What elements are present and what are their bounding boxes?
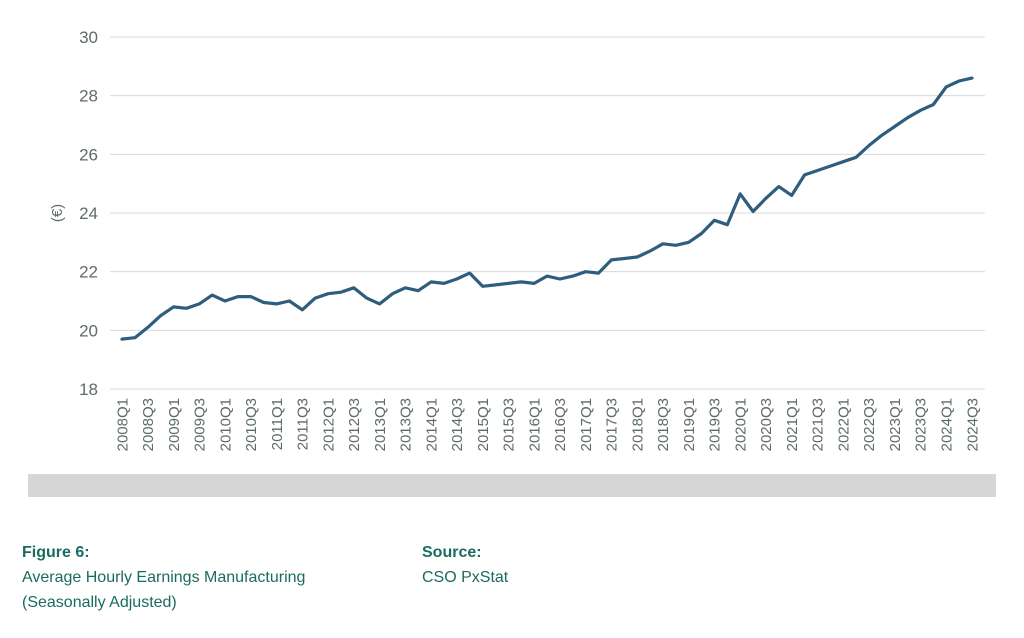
x-tick-label: 2020Q3 [758,398,775,451]
x-tick-label: 2014Q1 [423,398,440,451]
figure-title-line2: (Seasonally Adjusted) [22,594,177,611]
x-tick-label: 2021Q1 [784,398,801,451]
x-tick-label: 2024Q3 [964,398,981,451]
y-axis-title: (€) [49,204,66,222]
x-tick-label: 2011Q1 [269,398,286,450]
x-tick-label: 2008Q1 [114,398,131,451]
x-tick-label: 2023Q3 [913,398,930,451]
x-tick-label: 2008Q3 [140,398,157,451]
y-tick-label: 24 [79,204,98,223]
x-tick-label: 2012Q3 [346,398,363,451]
x-tick-label: 2012Q1 [320,398,337,451]
x-tick-label: 2011Q3 [295,398,312,450]
x-tick-label: 2013Q3 [398,398,415,451]
x-tick-label: 2013Q1 [372,398,389,451]
x-tick-label: 2017Q3 [604,398,621,451]
x-tick-label: 2018Q1 [629,398,646,451]
y-tick-label: 20 [79,321,98,340]
x-tick-label: 2019Q3 [707,398,724,451]
source-label: Source: [422,544,482,561]
x-tick-label: 2017Q1 [578,398,595,451]
y-tick-label: 18 [79,380,98,399]
earnings-line-chart: 30 28 26 24 22 20 18 (€) 2008Q1 2008Q3 2009Q1 2009Q… [28,28,996,497]
x-tick-label: 2022Q1 [835,398,852,451]
x-tick-label: 2020Q1 [732,398,749,451]
x-tick-label: 2019Q1 [681,398,698,451]
x-tick-label: 2022Q3 [861,398,878,451]
x-tick-label: 2015Q3 [501,398,518,451]
x-tick-label: 2010Q1 [217,398,234,451]
x-tick-label: 2018Q3 [655,398,672,451]
y-tick-label: 30 [79,28,98,47]
source-caption: Source: CSO PxStat [422,540,722,590]
y-tick-label: 22 [79,263,98,282]
figure-label: Figure 6: [22,544,90,561]
chart-canvas: 30 28 26 24 22 20 18 (€) 2008Q1 2008Q3 2009Q1 2009Q… [28,28,996,497]
figure-title-line1: Average Hourly Earnings Manufacturing [22,569,306,586]
x-tick-label: 2015Q1 [475,398,492,451]
source-value: CSO PxStat [422,569,509,586]
y-tick-label: 26 [79,145,98,164]
x-tick-label: 2024Q1 [938,398,955,451]
figure-caption: Figure 6: Average Hourly Earnings Manufa… [22,540,402,615]
x-tick-label: 2016Q3 [552,398,569,451]
x-tick-label: 2021Q3 [810,398,827,451]
x-tick-label: 2023Q1 [887,398,904,451]
chart-footer-band [28,474,996,497]
earnings-series-line [120,76,974,341]
x-tick-label: 2009Q3 [192,398,209,451]
x-tick-label: 2016Q1 [526,398,543,451]
x-tick-label: 2010Q3 [243,398,260,451]
x-tick-label: 2014Q3 [449,398,466,451]
x-tick-label: 2009Q1 [166,398,183,451]
y-tick-label: 28 [79,87,98,106]
